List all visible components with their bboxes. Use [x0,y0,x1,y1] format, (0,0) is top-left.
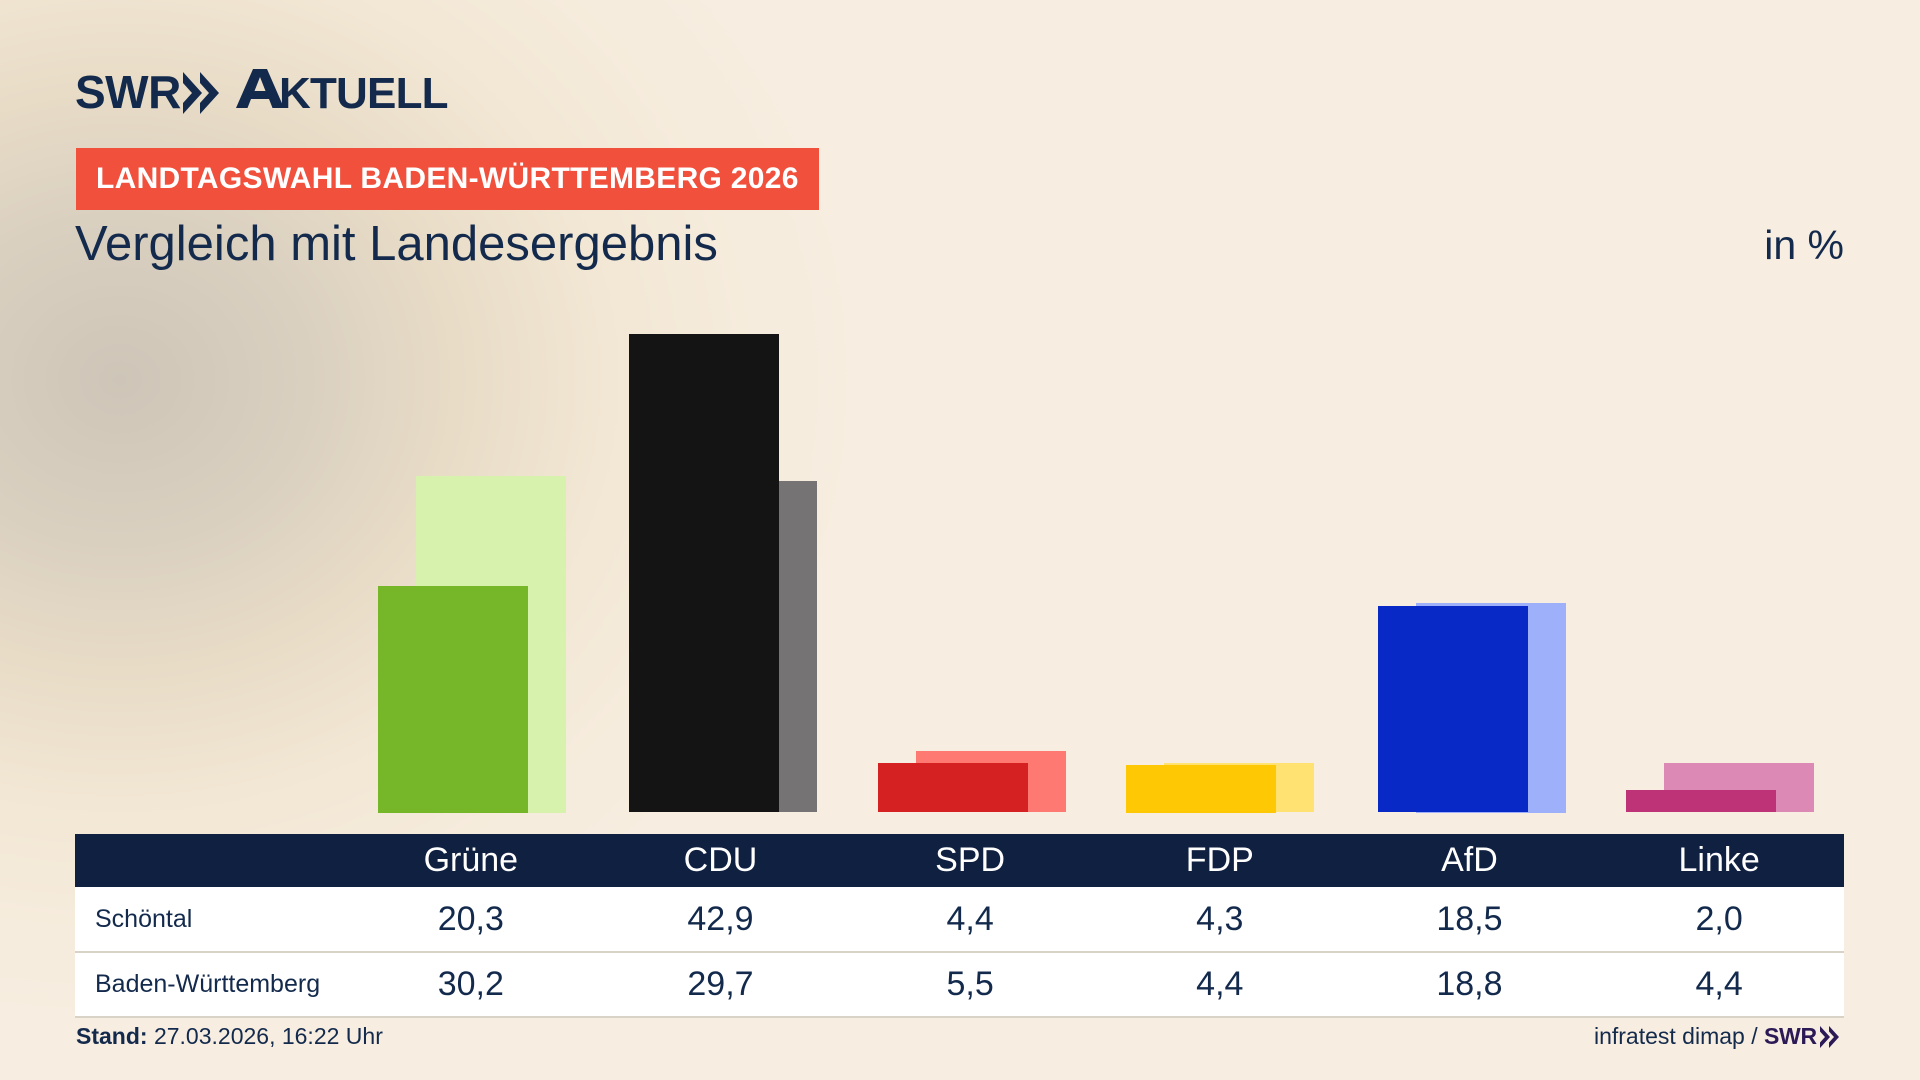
svg-text:SWR: SWR [1764,1024,1817,1049]
